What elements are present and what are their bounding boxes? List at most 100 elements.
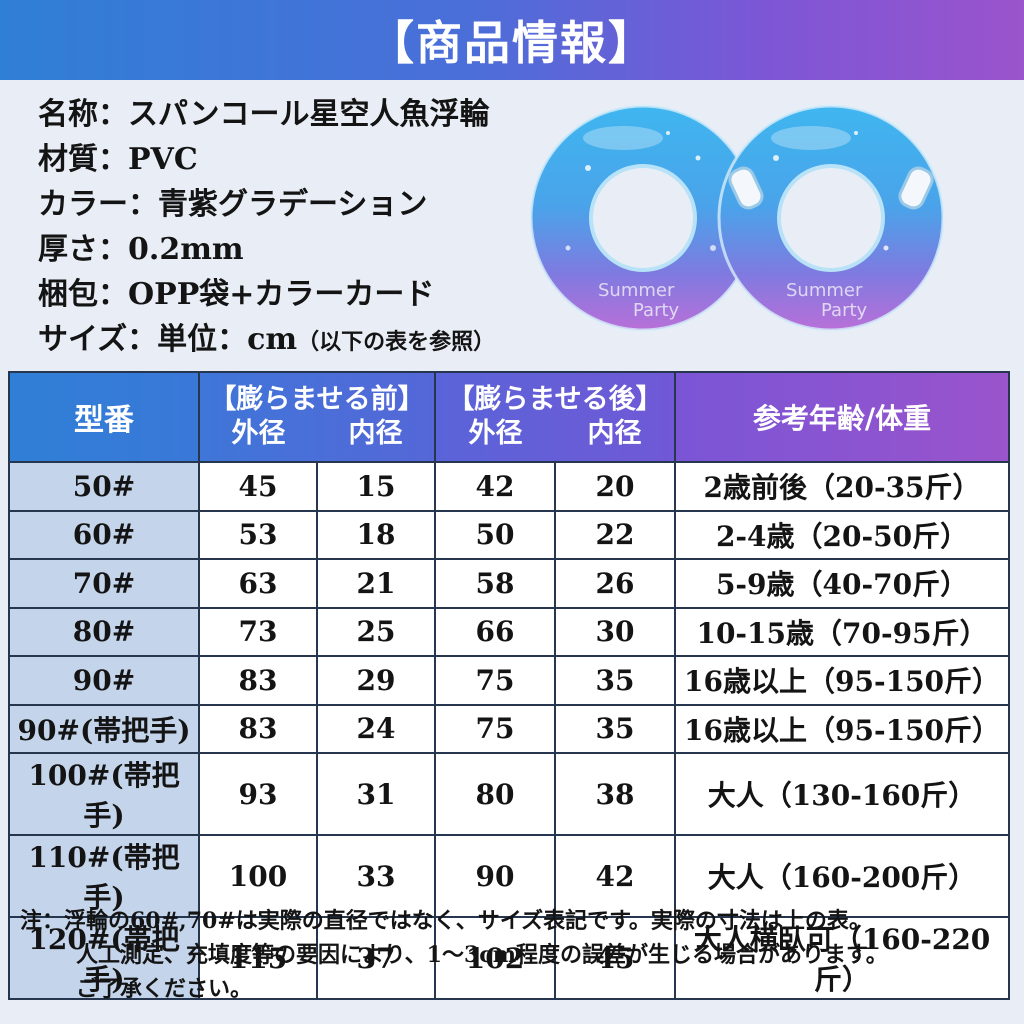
info-material-text: 材質：PVC bbox=[38, 142, 198, 177]
info-color-text: カラー：青紫グラデーション bbox=[38, 187, 428, 222]
footnote-line-1: 注：浮輪の60#,70#は実際の直径ではなく、サイズ表記です。実際の寸法は上の表… bbox=[20, 908, 871, 934]
cell-model: 90#(帯把手) bbox=[8, 703, 200, 754]
cell-after-inner: 26 bbox=[554, 558, 677, 609]
col-after-header: 【膨らませる後】 外径 内径 bbox=[434, 371, 677, 463]
cell-before-inner: 25 bbox=[315, 606, 437, 657]
cell-age: 10-15歳（70-95斤） bbox=[674, 606, 1011, 657]
cell-before-outer: 53 bbox=[198, 509, 318, 560]
cell-before-outer: 45 bbox=[198, 461, 318, 512]
col-age-header: 参考年齢/体重 bbox=[674, 371, 1011, 463]
ring-text-left-2: Party bbox=[633, 300, 680, 321]
info-thickness: 厚さ：0.2mm bbox=[38, 227, 558, 272]
cell-age: 大人横臥可（160-220斤） bbox=[674, 916, 1011, 1000]
cell-before-inner: 15 bbox=[315, 461, 437, 512]
cell-before-inner: 31 bbox=[315, 752, 437, 836]
footnote-line-2: 人工測定、充填度等の要因により、1～3cm程度の誤差が生じる場合があります。 bbox=[76, 942, 888, 968]
page-title: 【商品情報】 bbox=[368, 16, 656, 70]
info-material: 材質：PVC bbox=[38, 137, 558, 182]
col-after-title: 【膨らませる後】 bbox=[447, 384, 663, 415]
product-image: Summer Party Summer Party bbox=[520, 98, 950, 348]
info-thickness-text: 厚さ：0.2mm bbox=[38, 232, 244, 267]
col-before-inner: 内径 bbox=[348, 418, 403, 449]
cell-after-inner: 22 bbox=[554, 509, 677, 560]
info-packaging-text: 梱包：OPP袋+カラーカード bbox=[38, 277, 435, 312]
info-size-text: サイズ：単位：cm bbox=[38, 322, 298, 357]
cell-after-outer: 75 bbox=[434, 655, 557, 706]
swim-ring-right: Summer Party bbox=[717, 104, 945, 332]
cell-model: 50# bbox=[8, 461, 200, 512]
ring-text-left-1: Summer bbox=[598, 280, 675, 301]
cell-after-outer: 102 bbox=[434, 916, 557, 1000]
cell-after-inner: 42 bbox=[554, 834, 677, 918]
footnote: 注：浮輪の60#,70#は実際の直径ではなく、サイズ表記です。実際の寸法は上の表… bbox=[20, 904, 1020, 1006]
info-name: 名称：スパンコール星空人魚浮輪 bbox=[38, 92, 558, 137]
cell-after-outer: 90 bbox=[434, 834, 557, 918]
cell-model: 110#(帯把手) bbox=[8, 834, 200, 918]
cell-after-inner: 45 bbox=[554, 916, 677, 1000]
col-after-inner: 内径 bbox=[587, 418, 642, 449]
product-info-list: 名称：スパンコール星空人魚浮輪 材質：PVC カラー：青紫グラデーション 厚さ：… bbox=[38, 92, 558, 362]
cell-age: 16歳以上（95-150斤） bbox=[674, 655, 1011, 706]
cell-age: 2歳前後（20-35斤） bbox=[674, 461, 1011, 512]
cell-age: 16歳以上（95-150斤） bbox=[674, 703, 1011, 754]
col-before-outer: 外径 bbox=[231, 418, 286, 449]
table-row: 60# 53 18 50 22 2-4歳（20-50斤） bbox=[8, 509, 1011, 560]
cell-model: 90# bbox=[8, 655, 200, 706]
cell-before-inner: 37 bbox=[315, 916, 437, 1000]
cell-before-inner: 29 bbox=[315, 655, 437, 706]
info-color: カラー：青紫グラデーション bbox=[38, 182, 558, 227]
info-packaging: 梱包：OPP袋+カラーカード bbox=[38, 272, 558, 317]
table-row: 120#(帯把手) 115 37 102 45 大人横臥可（160-220斤） bbox=[8, 916, 1011, 1000]
ring-text-right-2: Party bbox=[821, 300, 868, 321]
cell-before-outer: 83 bbox=[198, 655, 318, 706]
cell-after-outer: 42 bbox=[434, 461, 557, 512]
table-row: 110#(帯把手) 100 33 90 42 大人（160-200斤） bbox=[8, 834, 1011, 918]
table-row: 90# 83 29 75 35 16歳以上（95-150斤） bbox=[8, 655, 1011, 706]
cell-age: 5-9歳（40-70斤） bbox=[674, 558, 1011, 609]
table-row: 100#(帯把手) 93 31 80 38 大人（130-160斤） bbox=[8, 752, 1011, 836]
cell-after-inner: 20 bbox=[554, 461, 677, 512]
cell-model: 70# bbox=[8, 558, 200, 609]
cell-before-outer: 63 bbox=[198, 558, 318, 609]
cell-model: 80# bbox=[8, 606, 200, 657]
cell-after-outer: 75 bbox=[434, 703, 557, 754]
cell-after-outer: 58 bbox=[434, 558, 557, 609]
cell-after-inner: 35 bbox=[554, 655, 677, 706]
cell-model: 60# bbox=[8, 509, 200, 560]
header-banner: 【商品情報】 bbox=[0, 0, 1024, 80]
table-header-row: 型番 【膨らませる前】 外径 内径 【膨らませる後】 外径 内径 参考年齢/体重 bbox=[8, 371, 1011, 463]
cell-after-outer: 66 bbox=[434, 606, 557, 657]
cell-before-inner: 33 bbox=[315, 834, 437, 918]
cell-before-outer: 93 bbox=[198, 752, 318, 836]
cell-before-outer: 100 bbox=[198, 834, 318, 918]
cell-age: 2-4歳（20-50斤） bbox=[674, 509, 1011, 560]
swim-ring-left: Summer Party bbox=[529, 104, 757, 332]
info-size-note: （以下の表を参照） bbox=[297, 329, 496, 355]
cell-before-outer: 73 bbox=[198, 606, 318, 657]
cell-before-inner: 21 bbox=[315, 558, 437, 609]
cell-after-inner: 35 bbox=[554, 703, 677, 754]
cell-after-outer: 50 bbox=[434, 509, 557, 560]
cell-after-inner: 30 bbox=[554, 606, 677, 657]
size-table: 型番 【膨らませる前】 外径 内径 【膨らませる後】 外径 内径 参考年齢/体重 5… bbox=[8, 371, 1011, 1000]
cell-after-outer: 80 bbox=[434, 752, 557, 836]
col-before-title: 【膨らませる前】 bbox=[209, 384, 425, 415]
cell-age: 大人（160-200斤） bbox=[674, 834, 1011, 918]
table-row: 50# 45 15 42 20 2歳前後（20-35斤） bbox=[8, 461, 1011, 512]
cell-before-inner: 18 bbox=[315, 509, 437, 560]
cell-model: 100#(帯把手) bbox=[8, 752, 200, 836]
info-size: サイズ：単位：cm（以下の表を参照） bbox=[38, 317, 558, 362]
cell-age: 大人（130-160斤） bbox=[674, 752, 1011, 836]
info-name-text: 名称：スパンコール星空人魚浮輪 bbox=[38, 97, 490, 132]
col-after-outer: 外径 bbox=[468, 418, 523, 449]
footnote-line-3: ご了承ください。 bbox=[76, 976, 253, 1002]
cell-model: 120#(帯把手) bbox=[8, 916, 200, 1000]
cell-after-inner: 38 bbox=[554, 752, 677, 836]
cell-before-outer: 83 bbox=[198, 703, 318, 754]
table-row: 90#(帯把手) 83 24 75 35 16歳以上（95-150斤） bbox=[8, 703, 1011, 754]
col-before-header: 【膨らませる前】 外径 内径 bbox=[197, 371, 437, 463]
col-model-header: 型番 bbox=[8, 371, 200, 463]
cell-before-inner: 24 bbox=[315, 703, 437, 754]
table-row: 70# 63 21 58 26 5-9歳（40-70斤） bbox=[8, 558, 1011, 609]
table-row: 80# 73 25 66 30 10-15歳（70-95斤） bbox=[8, 606, 1011, 657]
